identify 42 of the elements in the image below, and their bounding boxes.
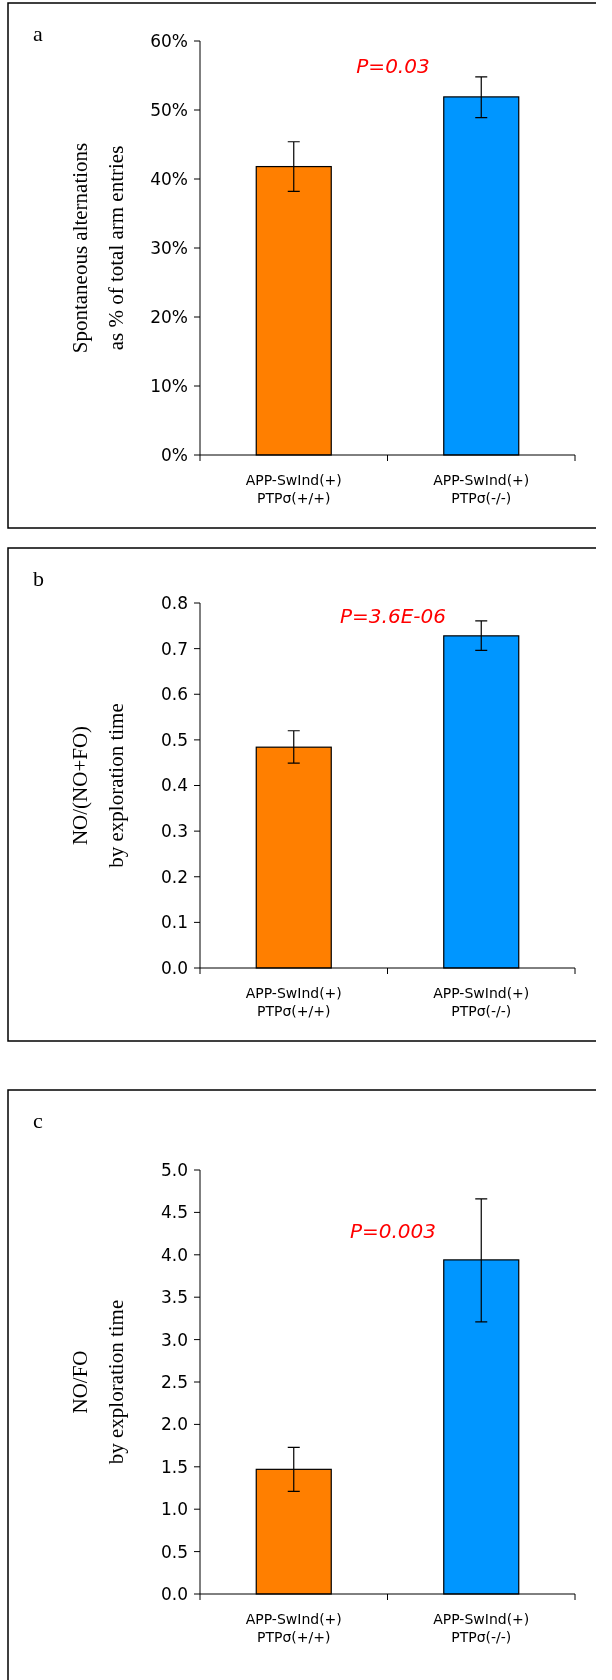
y-tick-label: 4.0 xyxy=(160,1244,188,1265)
y-tick-label: 20% xyxy=(150,306,188,327)
y-tick-label: 0.7 xyxy=(160,638,188,659)
y-axis-title: NO/FO by exploration time xyxy=(68,1299,128,1465)
y-tick-label: 60% xyxy=(150,30,188,51)
y-tick-label: 0.3 xyxy=(160,821,188,842)
y-tick-label: 30% xyxy=(150,237,188,258)
x-tick-label: APP-SwInd(+) PTPσ(+/+) xyxy=(245,1611,342,1645)
y-tick-label: 1.0 xyxy=(160,1499,188,1520)
y-tick-label: 0.6 xyxy=(160,684,188,705)
y-tick-label: 0.0 xyxy=(160,957,188,978)
annotation: P=0.003 xyxy=(349,1219,437,1243)
chart-title: c xyxy=(33,1108,43,1133)
x-tick-label: APP-SwInd(+) PTPσ(+/+) xyxy=(245,985,342,1019)
y-axis-title: Spontaneous alternations as % of total arm entries xyxy=(68,142,128,354)
y-tick-label: 0.5 xyxy=(160,1541,188,1562)
y-tick-label: 3.0 xyxy=(160,1329,188,1350)
y-tick-label: 50% xyxy=(150,99,188,120)
y-tick-label: 3.5 xyxy=(160,1287,188,1308)
y-tick-label: 0.4 xyxy=(160,775,188,796)
y-tick-label: 1.5 xyxy=(160,1456,188,1477)
y-tick-label: 0.0 xyxy=(160,1583,188,1604)
y-tick-label: 10% xyxy=(150,375,188,396)
chart-title: a xyxy=(33,21,43,46)
x-tick-label: APP-SwInd(+) PTPσ(-/-) xyxy=(433,985,530,1019)
y-tick-label: 0.2 xyxy=(160,866,188,887)
annotation: P=0.03 xyxy=(356,54,430,78)
chart-title: b xyxy=(33,566,44,591)
y-tick-label: 0.5 xyxy=(160,729,188,750)
y-tick-label: 0.1 xyxy=(160,912,188,933)
y-tick-label: 4.5 xyxy=(160,1202,188,1223)
annotation: P=3.6E-06 xyxy=(340,604,446,628)
y-tick-label: 2.5 xyxy=(160,1371,188,1392)
x-tick-label: APP-SwInd(+) PTPσ(-/-) xyxy=(433,472,530,506)
y-tick-label: 5.0 xyxy=(160,1159,188,1180)
y-axis-title: NO/(NO+FO) by exploration time xyxy=(68,703,128,868)
x-tick-label: APP-SwInd(+) PTPσ(+/+) xyxy=(245,472,342,506)
y-tick-label: 0% xyxy=(161,444,188,465)
y-tick-label: 40% xyxy=(150,168,188,189)
x-tick-label: APP-SwInd(+) PTPσ(-/-) xyxy=(433,1611,530,1645)
y-tick-label: 0.8 xyxy=(160,592,188,613)
y-tick-label: 2.0 xyxy=(160,1414,188,1435)
